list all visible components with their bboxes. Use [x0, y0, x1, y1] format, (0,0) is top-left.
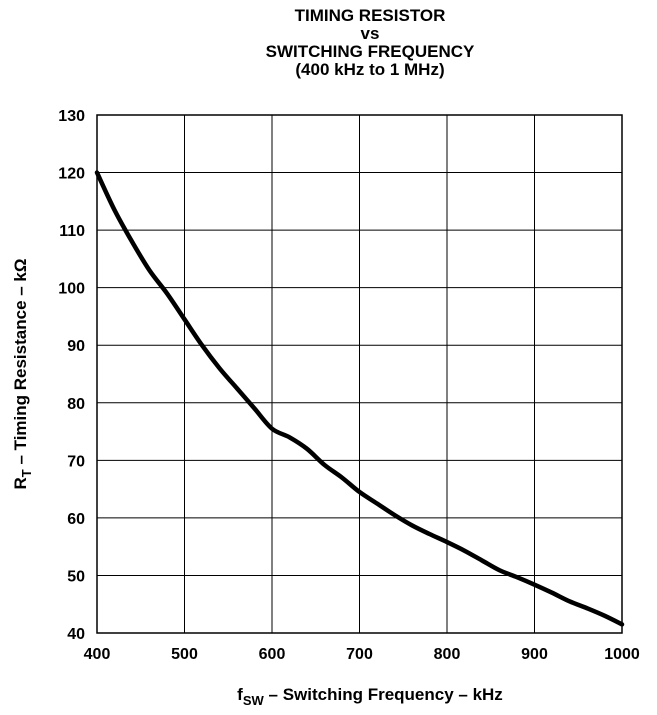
y-axis-ticks: 40 50 60 70 80 90 100 110 120 130 [58, 108, 85, 643]
y-axis-label-rest: – Timing Resistance – kΩ [11, 258, 30, 469]
x-axis-label-main: f [237, 685, 243, 704]
y-tick-label: 120 [58, 166, 85, 183]
series-group [94, 170, 625, 627]
x-axis-label-subscript: SW [243, 693, 265, 708]
y-tick-label: 60 [67, 511, 85, 528]
y-tick-label: 50 [67, 568, 85, 585]
x-axis-label-rest: – Switching Frequency – kHz [264, 685, 503, 704]
y-tick-label: 100 [58, 281, 85, 298]
plot-frame [96, 114, 623, 634]
y-tick-label: 90 [67, 338, 85, 355]
chart-title-line-1: TIMING RESISTOR [295, 6, 446, 25]
chart-title-line-3: SWITCHING FREQUENCY [266, 42, 475, 61]
x-tick-label: 700 [346, 646, 373, 663]
x-tick-label: 900 [521, 646, 548, 663]
series-line [94, 170, 625, 627]
x-tick-label: 1000 [604, 646, 640, 663]
x-tick-label: 500 [171, 646, 198, 663]
y-axis-label-main: R [11, 477, 30, 489]
x-axis-label: fSW – Switching Frequency – kHz [237, 685, 503, 708]
grid [96, 114, 623, 634]
chart-title: TIMING RESISTOR vs SWITCHING FREQUENCY (… [266, 6, 475, 79]
y-tick-label: 40 [67, 626, 85, 643]
y-tick-label: 80 [67, 396, 85, 413]
y-tick-label: 110 [59, 223, 85, 240]
y-tick-label: 130 [58, 108, 85, 125]
y-axis-label: RT – Timing Resistance – kΩ [11, 258, 34, 489]
chart-title-line-2: vs [361, 24, 380, 43]
x-tick-label: 600 [259, 646, 286, 663]
chart-title-line-4: (400 kHz to 1 MHz) [295, 60, 444, 79]
x-tick-label: 400 [84, 646, 111, 663]
y-axis-label-subscript: T [19, 469, 34, 477]
x-axis-ticks: 400 500 600 700 800 900 1000 [84, 646, 640, 663]
x-tick-label: 800 [434, 646, 461, 663]
y-tick-label: 70 [67, 453, 85, 470]
